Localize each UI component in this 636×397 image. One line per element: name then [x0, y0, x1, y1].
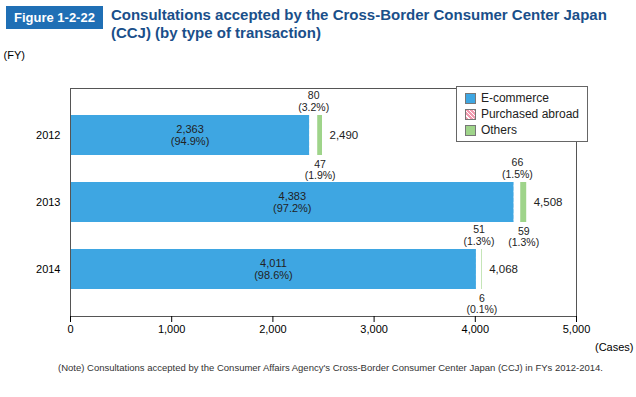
svg-text:(Cases): (Cases) [595, 341, 634, 353]
html-text:(Note) Consultations accepted: (Note) Consultations accepted by the Con… [58, 362, 603, 373]
svg-text:2,363(94.9%): 2,363(94.9%) [171, 123, 210, 147]
svg-text:4,000: 4,000 [462, 323, 490, 335]
svg-text:4,508: 4,508 [534, 196, 563, 208]
svg-text:51(1.3%): 51(1.3%) [464, 223, 495, 246]
svg-text:59(1.3%): 59(1.3%) [508, 225, 539, 248]
svg-text:4,383(97.2%): 4,383(97.2%) [273, 190, 312, 214]
svg-text:3,000: 3,000 [360, 323, 388, 335]
svg-text:66(1.5%): 66(1.5%) [502, 156, 533, 179]
html-text:Others: Others [480, 123, 517, 137]
svg-text:5,000: 5,000 [563, 323, 591, 335]
svg-text:80(3.2%): 80(3.2%) [298, 89, 329, 112]
svg-text:47(1.9%): 47(1.9%) [305, 158, 336, 181]
svg-text:2,490: 2,490 [329, 129, 358, 141]
svg-text:4,068: 4,068 [489, 263, 518, 275]
svg-text:4,011(98.6%): 4,011(98.6%) [254, 257, 293, 281]
html-text:Purchased abroad: Purchased abroad [480, 107, 579, 121]
svg-text:0: 0 [67, 323, 73, 335]
svg-text:2,000: 2,000 [259, 323, 287, 335]
html-text:E-commerce: E-commerce [480, 91, 549, 105]
html-text:Figure 1-2-22: Figure 1-2-22 [14, 10, 95, 25]
svg-text:6(0.1%): 6(0.1%) [466, 292, 497, 315]
svg-text:2014: 2014 [36, 263, 60, 275]
svg-text:2012: 2012 [36, 129, 60, 141]
svg-text:2013: 2013 [36, 196, 60, 208]
svg-text:1,000: 1,000 [158, 323, 186, 335]
html-text:Consultations accepted by the: Consultations accepted by the Cross-Bord… [110, 6, 607, 41]
svg-text:(FY): (FY) [4, 49, 25, 61]
